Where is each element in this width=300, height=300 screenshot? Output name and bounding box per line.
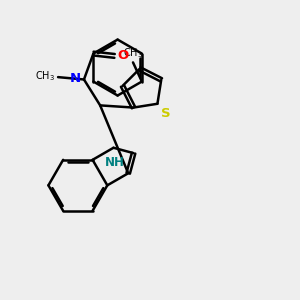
Text: CH$_3$: CH$_3$: [35, 70, 55, 83]
Text: N: N: [69, 71, 80, 85]
Text: O: O: [118, 50, 129, 62]
Text: S: S: [161, 107, 171, 120]
Text: NH: NH: [105, 156, 125, 169]
Text: CH$_3$: CH$_3$: [123, 46, 143, 60]
